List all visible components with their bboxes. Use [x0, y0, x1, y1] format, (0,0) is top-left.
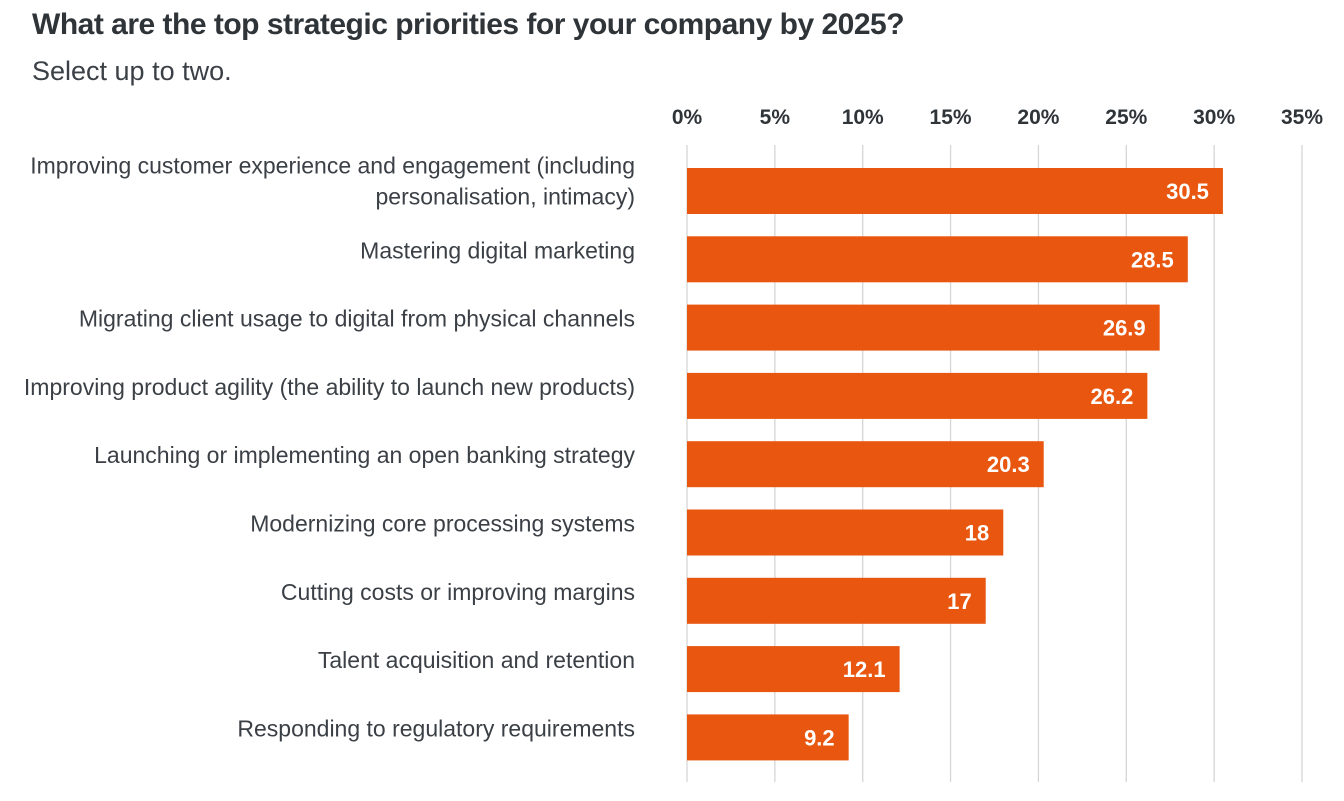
bar [687, 304, 1160, 351]
x-axis-ticks: 0% 5% 10% 15% 20% 25% 30% 35% [672, 106, 1324, 129]
category-label: Improving product agility (the ability t… [24, 374, 635, 400]
bar-value-label: 28.5 [1131, 247, 1174, 272]
bar-value-label: 9.2 [804, 725, 835, 750]
x-tick-label: 5% [760, 106, 791, 129]
x-tick-label: 20% [1017, 106, 1059, 129]
category-labels: Improving customer experience and engage… [24, 153, 636, 742]
x-tick-label: 10% [842, 106, 884, 129]
bar-value-label: 18 [965, 521, 989, 546]
category-label: Improving customer experience and engage… [30, 153, 635, 210]
x-tick-label: 35% [1281, 106, 1323, 129]
category-label: Talent acquisition and retention [318, 647, 635, 673]
bar-value-label: 26.2 [1091, 384, 1134, 409]
category-label: Migrating client usage to digital from p… [79, 306, 635, 332]
bar [687, 168, 1223, 214]
x-tick-label: 30% [1193, 106, 1235, 129]
chart-subtitle: Select up to two. [32, 56, 232, 86]
bar [687, 714, 849, 761]
category-label: Mastering digital marketing [360, 237, 635, 263]
category-label: Modernizing core processing systems [250, 511, 635, 537]
bar [687, 441, 1044, 488]
bar [687, 236, 1188, 283]
bar-value-label: 26.9 [1103, 316, 1146, 341]
data-labels: 30.5 28.5 26.9 26.2 20.3 18 17 12.1 9.2 [804, 179, 1209, 750]
bar [687, 509, 1004, 556]
chart-title: What are the top strategic priorities fo… [32, 8, 905, 41]
category-label: Launching or implementing an open bankin… [94, 442, 635, 468]
bar [687, 646, 900, 693]
bar [687, 372, 1148, 419]
bar-value-label: 12.1 [843, 657, 886, 682]
bar [687, 577, 986, 624]
category-label: Cutting costs or improving margins [281, 579, 635, 605]
bar-value-label: 20.3 [987, 452, 1030, 477]
x-tick-label: 25% [1105, 106, 1147, 129]
bars [687, 168, 1223, 761]
bar-value-label: 30.5 [1166, 179, 1209, 204]
bar-value-label: 17 [947, 589, 971, 614]
category-label: Responding to regulatory requirements [237, 715, 635, 741]
x-tick-label: 15% [930, 106, 972, 129]
x-tick-label: 0% [672, 106, 703, 129]
